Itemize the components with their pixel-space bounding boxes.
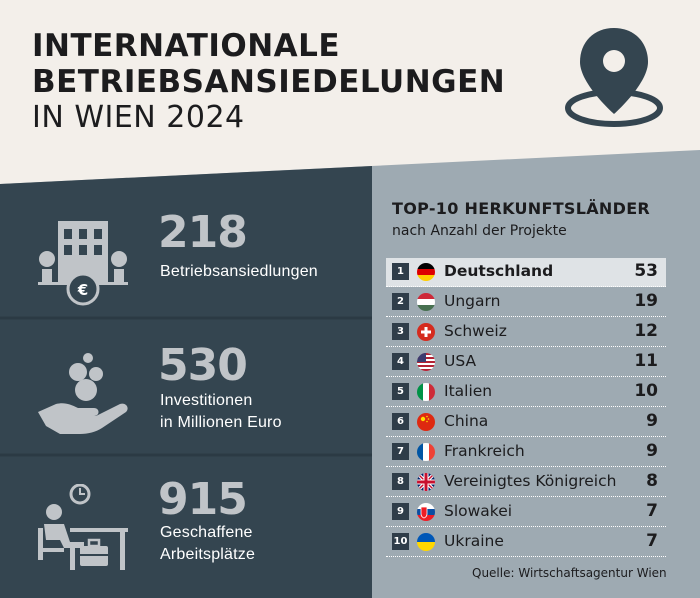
country-name: Frankreich	[444, 442, 525, 460]
country-name: Ukraine	[444, 532, 504, 550]
project-count: 11	[634, 351, 658, 371]
source-note: Quelle: Wirtschaftsagentur Wien	[472, 566, 667, 580]
project-count: 7	[646, 501, 658, 521]
rank-badge: 4	[392, 353, 409, 370]
list-item: 6 China 9	[386, 408, 666, 437]
uk-flag-icon	[417, 473, 435, 491]
hand-coins-icon	[38, 353, 128, 434]
ukraine-flag-icon	[417, 533, 435, 551]
stat-number: 530	[158, 340, 248, 391]
rank-badge: 5	[392, 383, 409, 400]
list-item: 5 Italien 10	[386, 378, 666, 407]
project-count: 9	[646, 411, 658, 431]
project-count: 9	[646, 441, 658, 461]
ranking-list: 1 Deutschland 53 2 Ungarn 19 3 Schweiz 1…	[386, 258, 666, 558]
rank-badge: 10	[392, 533, 409, 550]
country-name: Italien	[444, 382, 493, 400]
list-item: 9 Slowakei 7	[386, 498, 666, 527]
list-item: 10 Ukraine 7	[386, 528, 666, 557]
ranking-subtitle: nach Anzahl der Projekte	[392, 223, 567, 239]
country-name: USA	[444, 352, 477, 370]
country-name: China	[444, 412, 489, 430]
list-item: 1 Deutschland 53	[386, 258, 666, 287]
rank-badge: 8	[392, 473, 409, 490]
stat-label-line-1: Investitionen	[160, 392, 253, 409]
stat-label: Betriebsansiedlungen	[160, 263, 318, 280]
project-count: 10	[634, 381, 658, 401]
project-count: 8	[646, 471, 658, 491]
rank-badge: 9	[392, 503, 409, 520]
usa-flag-icon	[417, 353, 435, 371]
country-name: Schweiz	[444, 322, 507, 340]
stat-investitionen: 530 Investitionen in Millionen Euro	[0, 338, 372, 468]
country-name: Slowakei	[444, 502, 513, 520]
stat-betriebsansiedlungen: € 218 Betriebsansiedlungen	[0, 205, 372, 335]
rank-badge: 6	[392, 413, 409, 430]
office-building-euro-icon: €	[38, 221, 128, 306]
switzerland-flag-icon	[417, 323, 435, 341]
project-count: 12	[634, 321, 658, 341]
svg-text:€: €	[77, 281, 88, 299]
france-flag-icon	[417, 443, 435, 461]
ranking-title: TOP-10 HERKUNFTSLÄNDER	[392, 199, 651, 218]
person-at-desk-icon	[38, 484, 128, 570]
rank-badge: 7	[392, 443, 409, 460]
project-count: 53	[634, 261, 658, 281]
stat-number: 915	[158, 474, 248, 525]
rank-badge: 1	[392, 263, 409, 280]
china-flag-icon	[417, 413, 435, 431]
rank-badge: 2	[392, 293, 409, 310]
country-name: Deutschland	[444, 262, 554, 280]
project-count: 7	[646, 531, 658, 551]
project-count: 19	[634, 291, 658, 311]
page-title: INTERNATIONALE BETRIEBSANSIEDELUNGEN IN …	[32, 28, 505, 136]
rank-badge: 3	[392, 323, 409, 340]
stat-arbeitsplaetze: 915 Geschaffene Arbeitsplätze	[0, 474, 372, 598]
stat-number: 218	[158, 207, 248, 258]
country-name: Vereinigtes Königreich	[444, 472, 617, 490]
list-item: 3 Schweiz 12	[386, 318, 666, 347]
slovakia-flag-icon	[417, 503, 435, 521]
italy-flag-icon	[417, 383, 435, 401]
stat-label-line-1: Geschaffene	[160, 524, 253, 541]
list-item: 8 Vereinigtes Königreich 8	[386, 468, 666, 497]
list-item: 2 Ungarn 19	[386, 288, 666, 317]
list-item: 4 USA 11	[386, 348, 666, 377]
title-line-2: BETRIEBSANSIEDELUNGEN	[32, 64, 506, 100]
germany-flag-icon	[417, 263, 435, 281]
title-line-3: IN WIEN 2024	[32, 100, 245, 135]
location-pin-icon	[565, 28, 663, 127]
hungary-flag-icon	[417, 293, 435, 311]
stat-label-line-2: in Millionen Euro	[160, 414, 282, 431]
country-name: Ungarn	[444, 292, 501, 310]
stat-label-line-2: Arbeitsplätze	[160, 546, 256, 563]
list-item: 7 Frankreich 9	[386, 438, 666, 467]
title-line-1: INTERNATIONALE	[32, 28, 341, 64]
